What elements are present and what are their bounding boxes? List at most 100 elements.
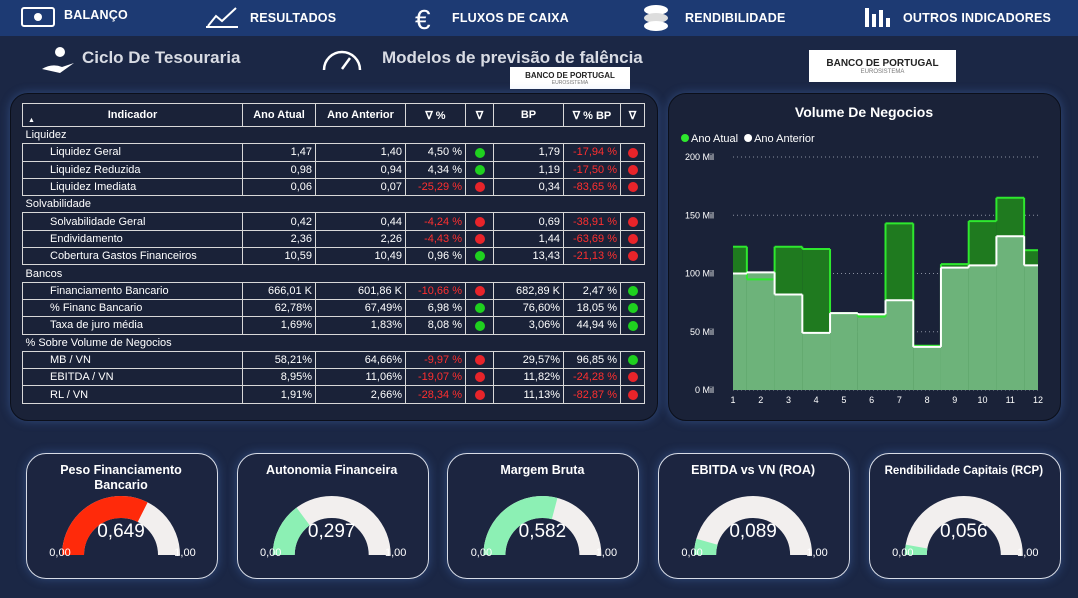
column-header[interactable]: Indicador (22, 103, 243, 127)
group-row: % Sobre Volume de Negocios (22, 333, 645, 352)
column-header[interactable]: BP (493, 103, 564, 127)
cell: 10,59 (242, 247, 316, 266)
status-dot (474, 147, 485, 158)
status-dot (474, 303, 485, 314)
logo-name: BANCO DE PORTUGAL (826, 57, 939, 69)
status-cell (620, 350, 645, 370)
cell: -17,50 % (563, 160, 621, 179)
column-header[interactable]: ∇ (620, 103, 645, 127)
cell: 18,05 % (563, 298, 621, 318)
status-dot (627, 320, 638, 331)
status-dot (627, 303, 638, 314)
cell: 1,83% (315, 316, 406, 335)
subnav-icons (42, 47, 362, 73)
cell: 2,66% (315, 385, 406, 404)
row-label: % Financ Bancario (22, 298, 243, 318)
group-row: Liquidez (22, 125, 645, 145)
status-cell (465, 177, 494, 197)
cell: 0,98 (242, 160, 316, 179)
data-row: Taxa de juro média 1,69% 1,83% 8,08 % 3,06% 4… (22, 316, 645, 335)
cell: 1,19 (493, 160, 564, 179)
indicator-table: Indicador Ano Atual Ano Anterior ∇ % ∇ BP ∇ % … (22, 103, 645, 404)
status-dot (627, 389, 638, 400)
status-cell (465, 316, 494, 335)
cell: 601,86 K (315, 281, 406, 300)
status-dot (474, 285, 485, 296)
status-cell (465, 247, 494, 266)
cell: 29,57% (493, 350, 564, 370)
nav-item[interactable]: FLUXOS DE CAIXA (452, 11, 569, 25)
cell: 1,44 (493, 229, 564, 249)
cell: 8,08 % (405, 316, 466, 335)
status-cell (465, 143, 494, 162)
status-dot (627, 355, 638, 366)
gauge-card (447, 453, 640, 579)
cell: -10,66 % (405, 281, 466, 300)
group-label: Bancos (22, 264, 645, 283)
cell: 0,34 (493, 177, 564, 197)
subnav-item[interactable]: Ciclo De Tesouraria (82, 48, 241, 67)
nav-item[interactable]: RESULTADOS (250, 11, 337, 25)
nav-item[interactable]: OUTROS INDICADORES (903, 11, 1052, 25)
row-label: MB / VN (22, 350, 243, 370)
gauge-card (868, 453, 1061, 579)
status-dot (474, 320, 485, 331)
status-dot (627, 285, 638, 296)
cell: 1,69% (242, 316, 316, 335)
cell: 2,26 (315, 229, 406, 249)
cell: 96,85 % (563, 350, 621, 370)
cell: 11,82% (493, 368, 564, 387)
status-cell (620, 281, 645, 300)
group-row: Solvabilidade (22, 195, 645, 214)
status-cell (620, 177, 645, 197)
column-header[interactable]: ∇ % (405, 103, 466, 127)
group-label: Liquidez (22, 125, 645, 145)
column-header[interactable]: ∇ (465, 103, 494, 127)
cell: -21,13 % (563, 247, 621, 266)
nav-item[interactable]: BALANÇO (64, 8, 128, 22)
cell: 0,94 (315, 160, 406, 179)
status-dot (474, 372, 485, 383)
status-dot (627, 216, 638, 227)
cell: 2,47 % (563, 281, 621, 300)
data-row: Solvabilidade Geral 0,42 0,44 -4,24 % 0,69 -3… (22, 212, 645, 231)
cell: 1,79 (493, 143, 564, 162)
column-header[interactable]: ∇ % BP (563, 103, 621, 127)
cell: 11,13% (493, 385, 564, 404)
column-header[interactable]: Ano Atual (242, 103, 316, 127)
sort-icon[interactable]: ▲ (28, 117, 35, 124)
nav-item[interactable]: RENDIBILIDADE (685, 11, 786, 25)
row-label: Liquidez Imediata (22, 177, 243, 197)
cell: 0,07 (315, 177, 406, 197)
subnav-item[interactable]: Modelos de previsão de falência (382, 48, 643, 67)
cell: 0,06 (242, 177, 316, 197)
cell: 76,60% (493, 298, 564, 318)
cell: -25,29 % (405, 177, 466, 197)
cell: -83,65 % (563, 177, 621, 197)
cell: 0,69 (493, 212, 564, 231)
status-dot (474, 164, 485, 175)
status-cell (620, 212, 645, 231)
data-row: RL / VN 1,91% 2,66% -28,34 % 11,13% -82,87 % (22, 385, 645, 404)
status-dot (474, 355, 485, 366)
row-label: Liquidez Reduzida (22, 160, 243, 179)
cell: -17,94 % (563, 143, 621, 162)
logo-sub: EUROSISTEMA (860, 68, 905, 75)
cell: 8,95% (242, 368, 316, 387)
cell: 64,66% (315, 350, 406, 370)
status-cell (620, 229, 645, 249)
row-label: Taxa de juro média (22, 316, 243, 335)
column-header[interactable]: Ano Anterior (315, 103, 406, 127)
status-cell (620, 385, 645, 404)
cell: 11,06% (315, 368, 406, 387)
status-cell (465, 298, 494, 318)
cell: -63,69 % (563, 229, 621, 249)
status-cell (465, 229, 494, 249)
status-cell (465, 350, 494, 370)
status-dot (474, 182, 485, 193)
status-dot (474, 389, 485, 400)
status-dot (627, 372, 638, 383)
row-label: EBITDA / VN (22, 368, 243, 387)
group-label: Solvabilidade (22, 195, 645, 214)
cell: 2,36 (242, 229, 316, 249)
